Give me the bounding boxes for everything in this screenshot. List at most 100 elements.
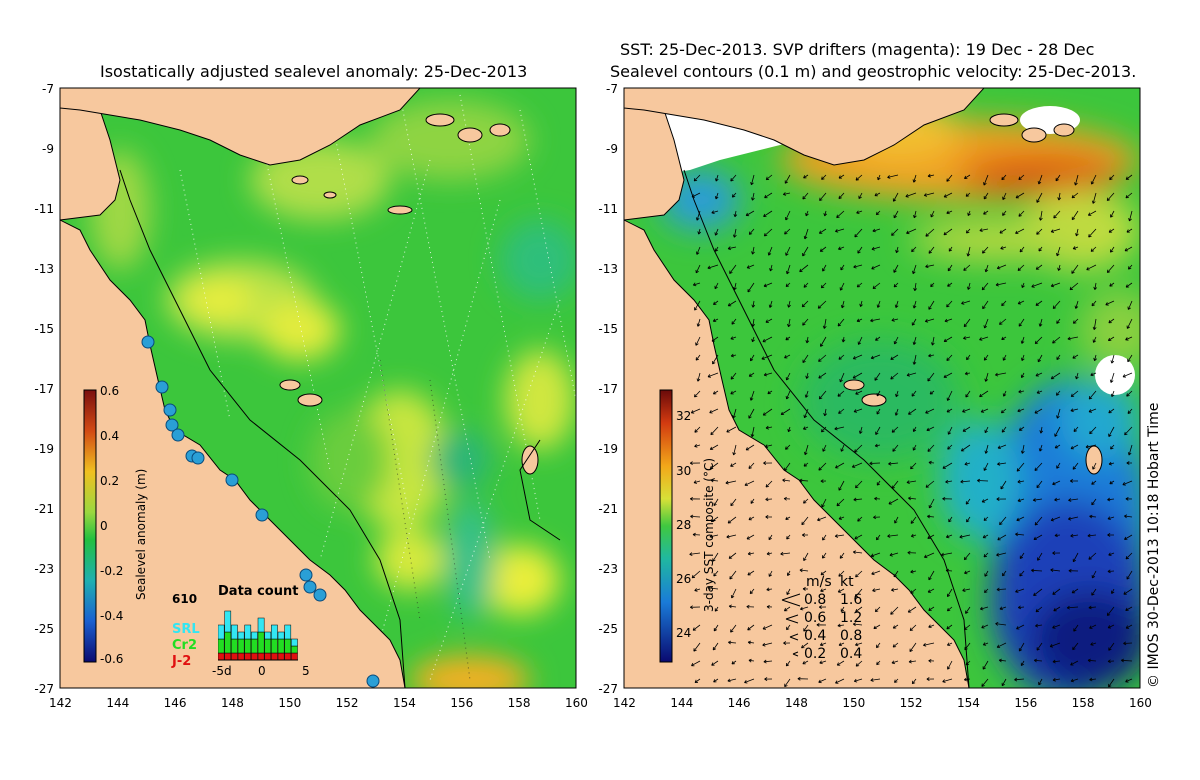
velocity-arrow — [1038, 246, 1043, 252]
velocity-arrow — [1014, 677, 1025, 682]
velocity-arrow — [800, 606, 809, 611]
speed-legend-kt: 0.4 — [840, 646, 863, 662]
velocity-arrow — [1088, 228, 1097, 238]
velocity-arrow — [984, 426, 989, 434]
velocity-arrow — [765, 515, 773, 519]
velocity-arrow — [748, 228, 755, 235]
left-colorbar-tick: 0 — [100, 519, 108, 533]
velocity-arrow — [983, 192, 989, 200]
histogram-bar-srl — [237, 631, 245, 640]
velocity-arrow — [1092, 336, 1097, 343]
velocity-arrow — [783, 606, 791, 612]
velocity-arrow — [820, 282, 827, 289]
velocity-arrow — [767, 246, 773, 256]
velocity-arrow — [729, 570, 737, 580]
velocity-arrow — [891, 426, 899, 433]
velocity-arrow — [854, 228, 863, 238]
velocity-arrow — [748, 516, 755, 521]
velocity-arrow — [944, 318, 953, 323]
velocity-arrow — [1049, 642, 1061, 648]
speed-legend-kt: 1.6 — [840, 592, 863, 608]
velocity-arrow — [785, 246, 791, 256]
velocity-arrow — [960, 444, 971, 452]
velocity-arrow — [912, 426, 917, 432]
speed-legend-header-kt: kt — [840, 574, 854, 590]
velocity-arrow — [763, 282, 773, 288]
longitude-tick: 150 — [278, 696, 302, 710]
velocity-arrow — [782, 192, 791, 196]
velocity-arrow — [871, 246, 881, 251]
latitude-tick: -23 — [34, 562, 54, 576]
data-count-legend-j2: J-2 — [172, 654, 192, 669]
velocity-arrow — [891, 588, 899, 592]
velocity-arrow — [1110, 390, 1115, 398]
velocity-arrow — [1054, 533, 1061, 538]
velocity-arrow — [784, 462, 791, 472]
longitude-tick: 158 — [507, 696, 531, 710]
velocity-arrow — [749, 588, 755, 595]
velocity-arrow — [820, 588, 827, 593]
velocity-arrow — [1000, 246, 1007, 250]
velocity-arrow — [822, 318, 827, 329]
latitude-tick: -25 — [34, 622, 54, 636]
velocity-arrow — [928, 246, 935, 254]
latitude-tick: -23 — [598, 562, 618, 576]
velocity-arrow — [853, 678, 863, 683]
velocity-arrow — [980, 606, 989, 611]
velocity-arrow — [805, 210, 809, 217]
velocity-arrow — [1019, 570, 1025, 577]
velocity-arrow — [855, 390, 863, 395]
velocity-arrow — [822, 264, 827, 272]
velocity-arrow — [839, 552, 845, 559]
velocity-arrow — [1070, 390, 1079, 397]
velocity-arrow — [714, 192, 719, 200]
velocity-arrow — [852, 372, 863, 379]
velocity-arrow — [802, 426, 809, 430]
velocity-arrow — [854, 588, 863, 598]
velocity-arrow — [946, 408, 953, 413]
velocity-arrow — [1127, 408, 1133, 414]
velocity-arrow — [1037, 354, 1043, 363]
velocity-arrow — [691, 192, 701, 198]
velocity-arrow — [999, 228, 1007, 234]
velocity-arrow — [783, 496, 791, 501]
velocity-arrow — [733, 282, 737, 291]
velocity-arrow — [768, 300, 773, 308]
velocity-arrow — [747, 624, 755, 631]
data-count-total: 610 — [172, 592, 198, 606]
velocity-arrow — [947, 264, 953, 272]
velocity-arrow — [858, 426, 863, 434]
velocity-arrow — [731, 318, 737, 325]
velocity-arrow — [803, 282, 809, 288]
velocity-arrow — [780, 408, 791, 415]
velocity-arrow — [1107, 624, 1115, 629]
velocity-arrow — [923, 192, 935, 197]
velocity-arrow — [695, 264, 701, 274]
velocity-arrow — [887, 174, 899, 179]
velocity-arrow — [1125, 552, 1133, 560]
velocity-arrow — [1075, 228, 1079, 237]
velocity-arrow — [818, 462, 827, 471]
latitude-tick: -19 — [34, 442, 54, 456]
velocity-arrow — [943, 336, 953, 342]
velocity-arrow — [854, 444, 863, 453]
velocity-arrow — [1108, 318, 1115, 324]
velocity-arrow — [765, 480, 773, 488]
velocity-arrow — [1052, 588, 1061, 595]
velocity-arrow — [982, 534, 989, 539]
velocity-arrow — [763, 461, 773, 465]
png-land-right — [624, 88, 985, 166]
velocity-arrow — [946, 174, 953, 182]
latitude-tick: -25 — [598, 622, 618, 636]
latitude-tick: -9 — [606, 142, 618, 156]
velocity-arrow — [750, 426, 755, 438]
velocity-arrow — [947, 660, 953, 670]
velocity-arrow — [728, 640, 737, 645]
velocity-arrow — [820, 336, 827, 347]
velocity-arrow — [750, 174, 755, 186]
velocity-arrow — [1109, 282, 1115, 287]
velocity-arrow — [820, 570, 827, 576]
data-count-xtick: 0 — [258, 664, 266, 678]
velocity-arrow — [768, 570, 773, 577]
velocity-arrow — [892, 624, 899, 629]
